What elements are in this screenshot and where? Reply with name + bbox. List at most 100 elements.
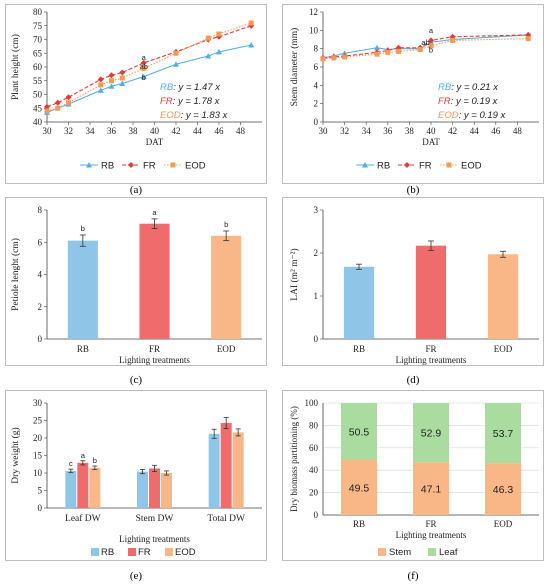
panel-b bbox=[282, 4, 544, 184]
legend-marker-b-fr bbox=[404, 162, 410, 168]
x-tick-label-b-3: 36 bbox=[383, 126, 393, 136]
y-tick-label-f-2: 40 bbox=[309, 465, 319, 475]
y-tick-label-a-7: 75 bbox=[33, 21, 43, 31]
legend-label-f-stem: Stem bbox=[389, 547, 411, 558]
series-line-a-eod bbox=[46, 22, 252, 112]
y-tick-label-e-2: 10 bbox=[33, 468, 43, 478]
x-tick-label-a-7: 44 bbox=[193, 126, 203, 136]
y-tick-label-f-1: 20 bbox=[309, 488, 319, 498]
legend-swatch-e-fr bbox=[128, 548, 136, 556]
y-tick-label-b-3: 6 bbox=[314, 62, 319, 72]
bar-e-fr bbox=[149, 468, 160, 508]
y-tick-label-d-2: 2 bbox=[314, 248, 319, 258]
caption-f: (f) bbox=[407, 570, 419, 582]
equation-b-fr: FR: y = 0.19 x bbox=[438, 96, 499, 107]
legend-marker-a-rb bbox=[86, 162, 92, 168]
y-tick-label-b-1: 2 bbox=[314, 99, 319, 109]
y-tick-label-a-3: 55 bbox=[33, 76, 43, 86]
data-point-a-fr bbox=[44, 103, 50, 110]
equation-b-eod: EOD: y = 0.19 x bbox=[438, 110, 507, 121]
y-tick-label-e-0: 0 bbox=[38, 503, 43, 513]
data-point-a-eod bbox=[216, 31, 222, 37]
series-line-a-rb bbox=[46, 44, 252, 113]
y-tick-label-e-5: 25 bbox=[33, 416, 43, 426]
data-point-a-eod bbox=[205, 35, 211, 41]
y-axis-title-d: LAI (m² m⁻²) bbox=[289, 248, 300, 300]
x-axis-title-a: DAT bbox=[146, 137, 164, 147]
bar-c-fr bbox=[139, 223, 170, 339]
data-label-f-leaf: 50.5 bbox=[349, 426, 370, 438]
data-point-a-eod bbox=[119, 75, 125, 81]
y-tick-label-a-5: 65 bbox=[33, 48, 43, 58]
data-point-a-rb bbox=[140, 73, 147, 80]
bar-c-rb bbox=[67, 240, 98, 339]
bar-e-rb bbox=[65, 470, 77, 508]
y-tick-label-d-0: 0 bbox=[314, 334, 319, 344]
y-tick-label-f-3: 60 bbox=[309, 443, 319, 453]
y-tick-label-b-4: 8 bbox=[314, 44, 319, 54]
legend-marker-b-rb bbox=[362, 162, 368, 168]
annotation-a-1: ab bbox=[140, 62, 148, 71]
data-label-f-leaf: 52.9 bbox=[421, 428, 442, 440]
annotation-b-2: b bbox=[429, 45, 433, 54]
data-point-a-eod bbox=[173, 50, 179, 56]
panel-a bbox=[5, 4, 267, 184]
data-point-a-eod bbox=[141, 65, 147, 71]
x-tick-label-c-rb: RB bbox=[77, 344, 89, 354]
data-point-a-eod bbox=[98, 82, 104, 88]
series-line-b-fr bbox=[322, 34, 529, 59]
x-tick-label-a-4: 38 bbox=[129, 126, 139, 136]
bar-segment-f-stem bbox=[485, 463, 521, 515]
data-point-a-rb bbox=[248, 42, 255, 48]
annotation-b-0: a bbox=[429, 26, 434, 35]
legend-swatch-f-stem bbox=[378, 548, 386, 556]
caption-b: (b) bbox=[406, 184, 420, 196]
series-line-a-fr bbox=[46, 25, 252, 108]
data-point-a-fr bbox=[97, 76, 104, 83]
caption-c: (c) bbox=[129, 374, 143, 386]
x-axis-title-c: Lighting treatments bbox=[119, 355, 190, 365]
annotation-b-1: ab bbox=[421, 38, 429, 47]
legend-label-e-rb: RB bbox=[101, 547, 114, 558]
x-tick-label-e-2: Total DW bbox=[207, 514, 245, 524]
y-tick-label-e-1: 5 bbox=[38, 486, 43, 496]
y-tick-label-b-2: 4 bbox=[314, 80, 319, 90]
data-point-a-fr bbox=[65, 94, 72, 101]
y-axis-title-c: Petiole lenght (cm) bbox=[10, 238, 21, 311]
data-point-b-eod bbox=[525, 36, 531, 42]
bar-e-fr bbox=[77, 462, 89, 508]
data-point-a-fr bbox=[119, 69, 126, 76]
bar-c-eod bbox=[211, 235, 242, 339]
y-tick-label-d-3: 3 bbox=[314, 205, 319, 215]
data-point-a-fr bbox=[140, 59, 147, 66]
x-tick-label-b-5: 40 bbox=[427, 126, 437, 136]
legend-swatch-e-rb bbox=[91, 548, 99, 556]
y-tick-label-e-6: 30 bbox=[33, 398, 43, 408]
data-point-a-eod bbox=[55, 105, 61, 111]
equation-a-eod: EOD: y = 1.83 x bbox=[160, 110, 229, 121]
data-point-a-rb bbox=[97, 87, 104, 93]
legend-label-e-fr: FR bbox=[138, 547, 151, 558]
y-tick-label-a-6: 70 bbox=[33, 35, 43, 45]
data-point-a-eod bbox=[44, 108, 50, 114]
bar-d-eod bbox=[487, 254, 519, 339]
x-tick-label-d-eod: EOD bbox=[494, 344, 513, 354]
annotation-a-2: b bbox=[142, 73, 146, 82]
y-tick-label-c-0: 0 bbox=[38, 334, 43, 344]
bar-e-rb bbox=[137, 471, 148, 508]
x-tick-label-a-1: 32 bbox=[64, 126, 73, 136]
y-tick-label-a-4: 60 bbox=[33, 62, 43, 72]
data-point-a-rb bbox=[108, 83, 115, 89]
x-tick-label-b-6: 42 bbox=[448, 126, 457, 136]
legend-label-a-fr: FR bbox=[143, 161, 156, 172]
bar-segment-f-leaf bbox=[341, 403, 377, 460]
y-tick-label-a-1: 45 bbox=[33, 103, 43, 113]
y-tick-label-c-1: 2 bbox=[38, 302, 43, 312]
data-point-a-fr bbox=[54, 99, 61, 106]
x-tick-label-a-2: 34 bbox=[86, 126, 96, 136]
data-point-b-eod bbox=[428, 43, 434, 49]
x-tick-label-c-eod: EOD bbox=[217, 344, 236, 354]
annotation-a-0: a bbox=[142, 53, 147, 62]
legend-marker-a-fr bbox=[128, 162, 134, 168]
series-line-b-eod bbox=[322, 38, 529, 60]
